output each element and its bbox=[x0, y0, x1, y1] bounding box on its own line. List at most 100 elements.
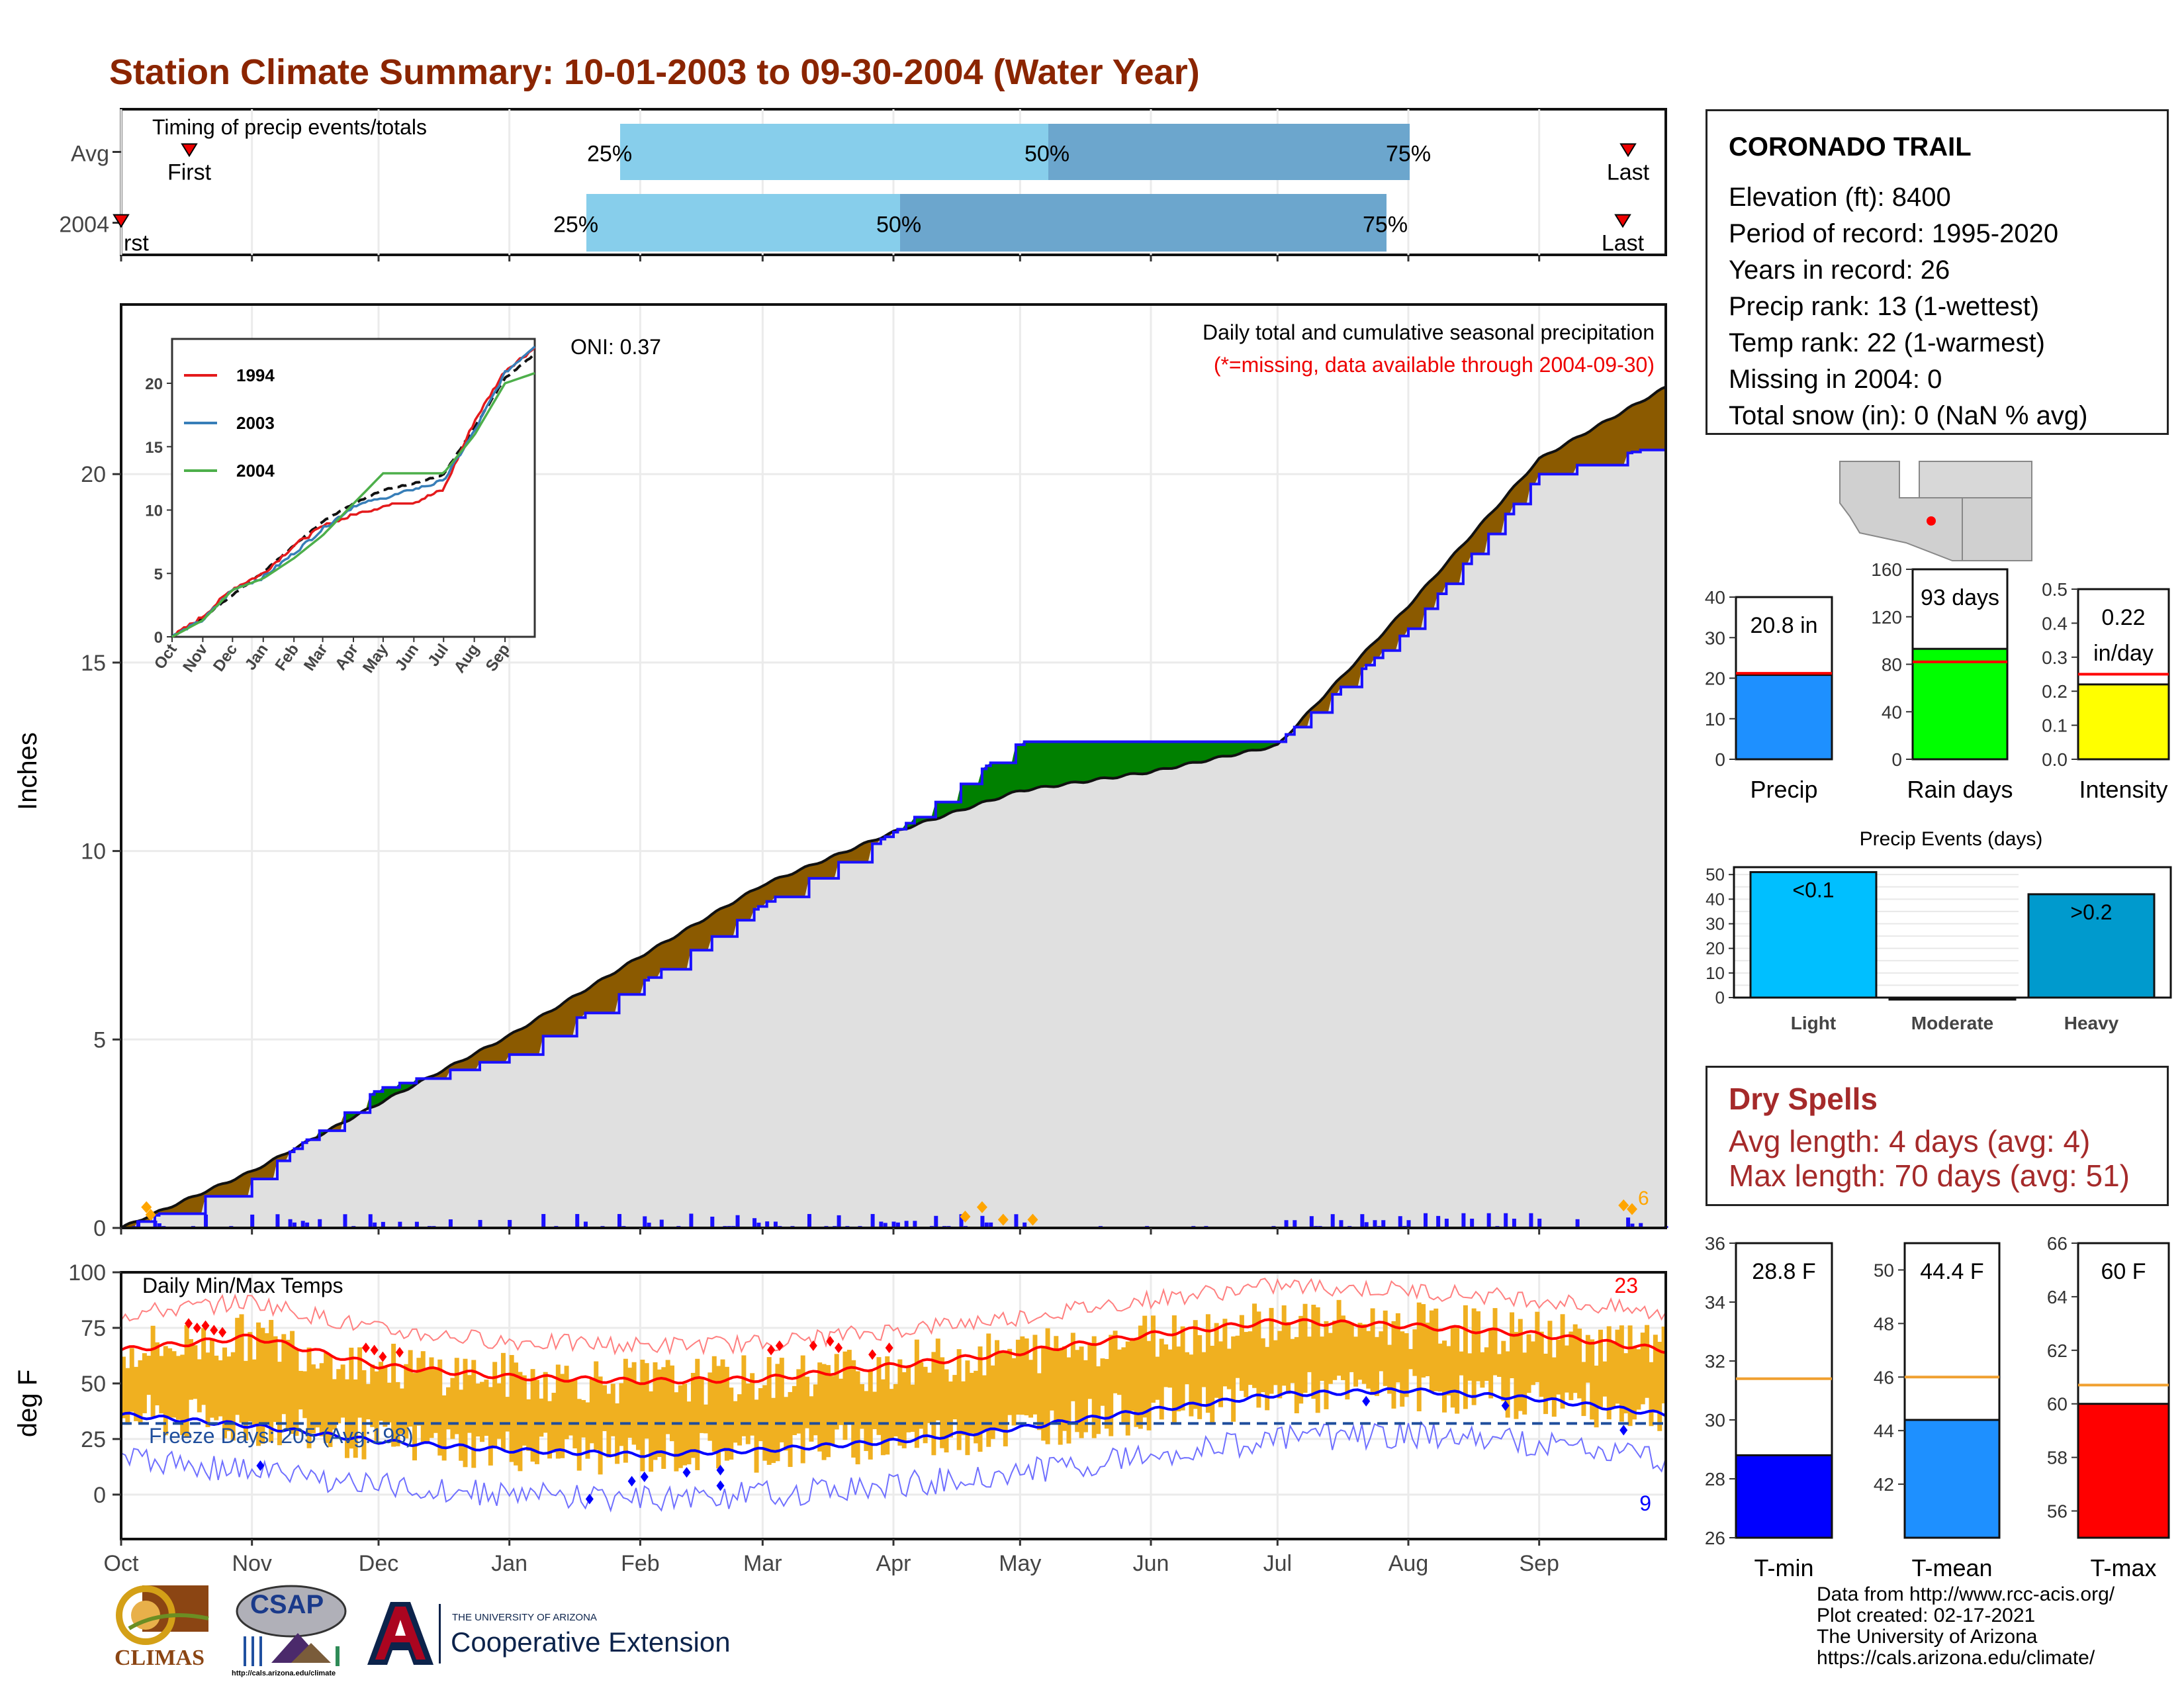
daily-precip-bar bbox=[807, 1213, 811, 1228]
mini-bar-tick-label: 58 bbox=[2047, 1448, 2068, 1468]
daily-temp-bar bbox=[1366, 1331, 1371, 1389]
daily-precip-bar bbox=[368, 1214, 373, 1228]
daily-precip-bar bbox=[710, 1216, 715, 1228]
daily-temp-bar bbox=[437, 1359, 443, 1456]
daily-precip-bar bbox=[659, 1219, 664, 1228]
daily-temp-bar bbox=[1138, 1325, 1143, 1429]
daily-temp-bar bbox=[420, 1351, 426, 1442]
daily-temp-bar bbox=[965, 1360, 970, 1456]
ua-logo: THE UNIVERSITY OF ARIZONA Cooperative Ex… bbox=[361, 1599, 758, 1671]
month-label: Jan bbox=[491, 1551, 527, 1576]
daily-temp-bar bbox=[940, 1357, 945, 1448]
daily-temp-bar bbox=[488, 1387, 493, 1466]
daily-temp-bar bbox=[788, 1391, 793, 1468]
daily-temp-bar bbox=[433, 1369, 438, 1433]
temp-ytick-label: 25 bbox=[81, 1427, 106, 1452]
daily-temp-bar bbox=[986, 1333, 991, 1447]
daily-temp-bar bbox=[1391, 1321, 1396, 1409]
daily-precip-bar bbox=[575, 1213, 580, 1228]
daily-temp-bar bbox=[1437, 1343, 1443, 1392]
mini-bar-tick-label: 0.2 bbox=[2042, 681, 2068, 702]
events-bar-label: >0.2 bbox=[2070, 900, 2112, 924]
events-tick-label: 30 bbox=[1706, 914, 1725, 933]
daily-temp-bar bbox=[1463, 1305, 1468, 1409]
daily-temp-bar bbox=[961, 1381, 966, 1436]
daily-temp-bar bbox=[733, 1401, 738, 1443]
inset-avg-line bbox=[171, 352, 536, 638]
month-label: Dec bbox=[359, 1551, 398, 1576]
daily-temp-bar bbox=[543, 1372, 548, 1433]
daily-temp-bar bbox=[704, 1404, 709, 1434]
daily-temp-bar bbox=[260, 1327, 265, 1444]
precip-y-axis-label: Inches bbox=[13, 732, 42, 810]
mini-bar-tick-label: 48 bbox=[1874, 1313, 1894, 1334]
daily-precip-bar bbox=[478, 1219, 482, 1228]
station-missing: Missing in 2004: 0 bbox=[1729, 365, 1942, 394]
daily-temp-bar bbox=[594, 1361, 599, 1450]
daily-precip-bar bbox=[1537, 1219, 1542, 1228]
record-low-count: 9 bbox=[1639, 1491, 1651, 1515]
daily-temp-bar bbox=[627, 1368, 633, 1438]
daily-temp-bar bbox=[1336, 1299, 1342, 1376]
daily-precip-bar bbox=[1626, 1217, 1631, 1228]
daily-temp-bar bbox=[370, 1364, 375, 1427]
daily-temp-bar bbox=[606, 1393, 612, 1458]
daily-precip-bar bbox=[1406, 1220, 1411, 1228]
daily-precip-bar bbox=[1014, 1214, 1019, 1228]
daily-precip-bar bbox=[398, 1221, 402, 1228]
timing-title: Timing of precip events/totals bbox=[152, 115, 427, 139]
station-precip-rank: Precip rank: 13 (1-wettest) bbox=[1729, 292, 2040, 321]
daily-temp-bar bbox=[784, 1397, 789, 1451]
daily-temp-bar bbox=[876, 1357, 882, 1435]
mini-bar-label: T-min bbox=[1754, 1554, 1814, 1581]
precip-missing-note: (*=missing, data available through 2004-… bbox=[1214, 353, 1655, 377]
daily-precip-bar bbox=[913, 1221, 917, 1228]
daily-temp-bar bbox=[290, 1331, 295, 1434]
station-period: Period of record: 1995-2020 bbox=[1729, 219, 2059, 248]
daily-temp-bar bbox=[539, 1398, 544, 1437]
daily-temp-bar bbox=[1163, 1344, 1169, 1387]
daily-temp-bar bbox=[1104, 1358, 1109, 1429]
daily-temp-bar bbox=[1096, 1366, 1101, 1434]
daily-temp-bar bbox=[425, 1368, 430, 1443]
daily-temp-bar bbox=[353, 1379, 358, 1458]
month-label: Jun bbox=[1133, 1551, 1169, 1576]
daily-precip-bar bbox=[904, 1221, 909, 1228]
inset-series-line bbox=[171, 372, 535, 638]
daily-temp-bar bbox=[644, 1363, 649, 1439]
ua-divider bbox=[439, 1604, 441, 1664]
daily-temp-bar bbox=[1049, 1348, 1054, 1411]
tmean-bar-chart: 42 44 46 48 50 44.4 F T-mean bbox=[1874, 1242, 2001, 1581]
daily-temp-bar bbox=[1054, 1336, 1059, 1425]
daily-temp-bar bbox=[1290, 1338, 1295, 1383]
daily-temp-bar bbox=[880, 1379, 886, 1456]
daily-precip-bar bbox=[508, 1219, 512, 1228]
timing-bar-upper bbox=[1048, 124, 1410, 180]
timing-bar-lower bbox=[620, 124, 1048, 180]
precip-base-area bbox=[121, 449, 1666, 1228]
daily-temp-bar bbox=[302, 1371, 308, 1419]
daily-precip-bar bbox=[773, 1221, 778, 1228]
daily-temp-bar bbox=[412, 1373, 417, 1461]
precip-chart-title: Daily total and cumulative seasonal prec… bbox=[1203, 320, 1655, 344]
precip-ytick-label: 10 bbox=[81, 839, 106, 865]
precip-ytick-label: 20 bbox=[81, 462, 106, 487]
mini-bar-tick-label: 40 bbox=[1882, 702, 1902, 722]
mini-bar-tick-label: 0 bbox=[1891, 749, 1902, 770]
daily-temp-bar bbox=[1041, 1347, 1046, 1441]
daily-precip-bar bbox=[1486, 1213, 1491, 1228]
last-marker-icon bbox=[1614, 214, 1631, 228]
daily-temp-bar bbox=[167, 1348, 173, 1418]
daily-temp-bar bbox=[1361, 1324, 1367, 1384]
daily-temp-bar bbox=[1488, 1329, 1494, 1399]
daily-precip-bar bbox=[1373, 1220, 1377, 1228]
daily-temp-bar bbox=[197, 1359, 202, 1413]
daily-temp-bar bbox=[864, 1391, 869, 1452]
daily-temp-bar bbox=[150, 1325, 156, 1417]
daily-temp-bar bbox=[1015, 1339, 1021, 1415]
daily-temp-bar bbox=[1556, 1339, 1561, 1395]
daily-precip-bar bbox=[250, 1214, 255, 1228]
daily-temp-bar bbox=[846, 1350, 852, 1425]
daily-temp-bar bbox=[834, 1354, 839, 1430]
